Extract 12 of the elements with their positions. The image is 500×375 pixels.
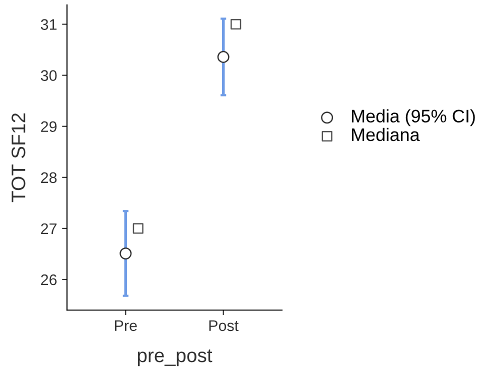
y-tick-label: 27 (41, 223, 57, 234)
y-tick-label: 30 (40, 70, 57, 82)
legend-label: Mediana (352, 128, 420, 142)
y-tick-label: 29 (41, 121, 57, 132)
y-axis-title: TOT SF12 (12, 113, 26, 202)
x-axis-title: pre_post (138, 349, 212, 366)
y-tick-label: 26 (41, 274, 57, 286)
x-tick-label: Pre (115, 320, 137, 332)
legend-label: Media (95% CI) (352, 109, 475, 126)
x-tick-label: Post (209, 320, 239, 332)
y-tick-label: 31 (40, 19, 57, 30)
y-tick-label: 28 (41, 172, 57, 184)
